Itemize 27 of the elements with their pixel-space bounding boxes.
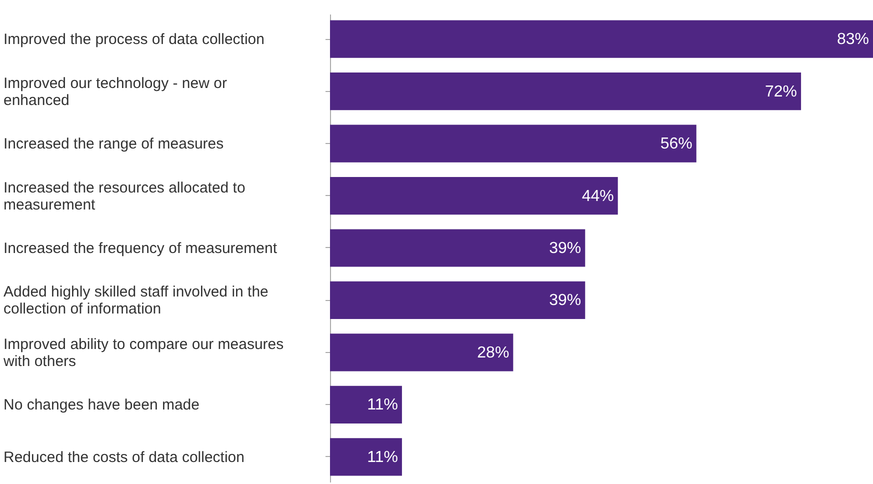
data-label: 39% xyxy=(549,240,582,257)
bar xyxy=(330,281,586,320)
bar xyxy=(330,176,618,215)
data-label: 44% xyxy=(582,188,614,205)
y-tick-label: Increased the range of measures xyxy=(4,136,224,153)
y-tick-label: Increased the frequency of measurement xyxy=(4,240,278,257)
y-tick-label: Added highly skilled staff involved in the collection of information xyxy=(4,284,268,318)
bar xyxy=(330,229,586,267)
bar xyxy=(330,386,402,424)
y-tick-label: Increased the resources allocated to measurement xyxy=(4,179,246,214)
data-label: 11% xyxy=(367,448,398,466)
y-tick-label: Improved our technology - new or enhanced xyxy=(4,74,227,109)
bar xyxy=(330,20,873,58)
bar xyxy=(330,334,514,372)
bar xyxy=(330,124,696,162)
y-tick-label: Improved the process of data collection xyxy=(4,31,264,48)
y-tick-label: Improved ability to compare our measures with others xyxy=(2,336,284,370)
bar xyxy=(330,72,802,110)
y-tick-label: No changes have been made xyxy=(4,396,200,414)
data-label: 11% xyxy=(367,396,398,414)
data-label: 39% xyxy=(549,292,582,310)
bar xyxy=(330,438,402,476)
data-label: 56% xyxy=(660,136,692,153)
data-label: 28% xyxy=(477,344,510,362)
data-label: 72% xyxy=(765,83,798,100)
y-tick-label: Reduced the costs of data collection xyxy=(4,448,244,466)
data-label: 83% xyxy=(836,31,869,48)
